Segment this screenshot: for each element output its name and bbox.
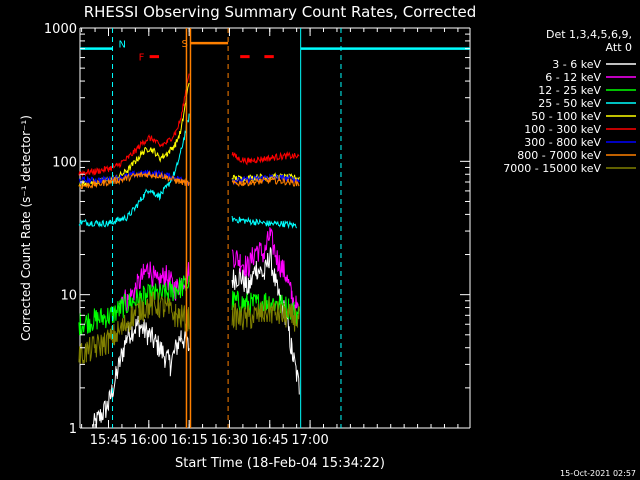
chart-title: RHESSI Observing Summary Count Rates, Co… xyxy=(84,3,477,21)
legend-entry-label: 7000 - 15000 keV xyxy=(503,162,601,175)
series-line xyxy=(78,82,300,188)
x-tick-label: 16:00 xyxy=(130,433,167,448)
series-line xyxy=(78,291,300,365)
legend-header-line-1: Det 1,3,4,5,6,9, xyxy=(546,28,632,41)
saa-label: S xyxy=(181,39,187,50)
legend-header-line-2: Att 0 xyxy=(606,41,632,54)
series-line xyxy=(78,275,300,336)
series-line xyxy=(91,247,300,429)
y-tick-label: 100 xyxy=(52,155,77,170)
x-tick-label: 16:45 xyxy=(251,433,288,448)
x-tick-label: 17:00 xyxy=(291,433,328,448)
x-tick-label: 16:15 xyxy=(170,433,207,448)
legend-entry-label: 12 - 25 keV xyxy=(538,84,601,97)
y-axis: 1 10 100 1000 xyxy=(44,22,470,437)
footer-date: 15-Oct-2021 02:57 xyxy=(560,469,636,478)
series-line xyxy=(118,227,300,317)
series-line xyxy=(78,170,300,190)
plot-area: N F S xyxy=(78,27,471,429)
y-tick-label: 1 xyxy=(69,422,77,437)
series-line xyxy=(78,113,298,230)
legend-entry-label: 25 - 50 keV xyxy=(538,97,601,110)
series-layer xyxy=(78,73,300,429)
legend-entry-label: 800 - 7000 keV xyxy=(517,149,601,162)
annotation-layer: N F S xyxy=(80,28,470,428)
x-tick-label: 15:45 xyxy=(90,433,127,448)
flare-label: F xyxy=(139,53,145,64)
legend-entry-label: 6 - 12 keV xyxy=(545,71,601,84)
series-line xyxy=(78,73,300,178)
y-tick-label: 10 xyxy=(60,289,77,304)
y-tick-label: 1000 xyxy=(44,22,77,37)
legend-entry-label: 3 - 6 keV xyxy=(552,58,601,71)
x-tick-label: 16:30 xyxy=(211,433,248,448)
legend-entry-label: 50 - 100 keV xyxy=(531,110,601,123)
x-axis-label: Start Time (18-Feb-04 15:34:22) xyxy=(175,456,385,471)
y-axis-label: Corrected Count Rate (s⁻¹ detector⁻¹) xyxy=(19,115,33,341)
night-label: N xyxy=(119,40,126,51)
legend-entry-label: 100 - 300 keV xyxy=(524,123,601,136)
x-axis: 15:45 16:00 16:15 16:30 16:45 17:00 xyxy=(81,28,459,448)
legend-entry-label: 300 - 800 keV xyxy=(524,136,601,149)
